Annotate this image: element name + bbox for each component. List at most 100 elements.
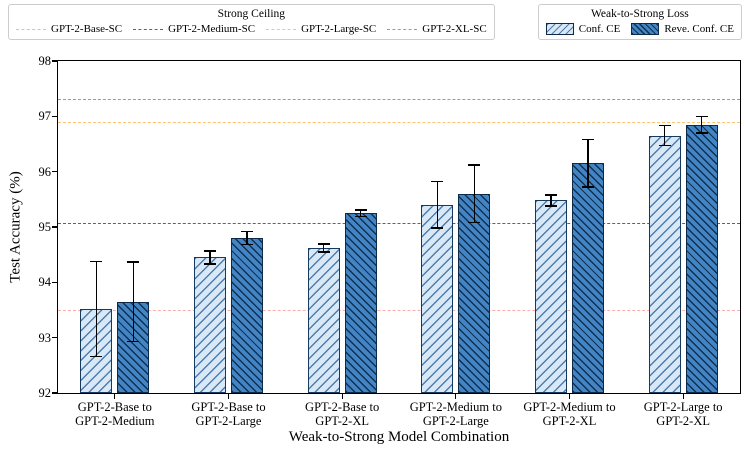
x-category-label: GPT-2-Base to GPT-2-Medium bbox=[75, 400, 154, 428]
x-category-label-line: GPT-2-XL bbox=[315, 414, 370, 428]
error-bar bbox=[246, 231, 248, 245]
error-bar-cap bbox=[431, 227, 444, 229]
y-tick-mark bbox=[52, 115, 57, 117]
error-bar bbox=[322, 244, 325, 252]
error-bar-cap bbox=[204, 250, 216, 252]
x-category-label-line: GPT-2-Medium bbox=[75, 414, 155, 428]
error-bar-cap bbox=[204, 263, 216, 265]
bar-swatch-icon bbox=[631, 23, 660, 35]
error-bar-cap bbox=[317, 251, 330, 253]
x-axis-label: Weak-to-Strong Model Combination bbox=[288, 429, 510, 445]
x-category-label-line: GPT-2-Base to bbox=[191, 400, 266, 414]
error-bar bbox=[663, 125, 666, 146]
y-tick-label: 95 bbox=[38, 220, 52, 234]
x-category-label: GPT-2-Medium to GPT-2-XL bbox=[523, 400, 615, 428]
x-category-label-line: GPT-2-Base to bbox=[77, 400, 152, 414]
legend-item-label: Conf. CE bbox=[578, 23, 621, 35]
error-bar-cap bbox=[545, 194, 557, 196]
error-bar-cap bbox=[695, 115, 708, 118]
x-tick-mark bbox=[455, 394, 457, 399]
legend-item: GPT-2-XL-SC bbox=[387, 23, 487, 35]
dashed-line-swatch-icon bbox=[133, 28, 164, 30]
error-bar-cap bbox=[127, 261, 140, 263]
plot-area bbox=[57, 60, 741, 394]
error-bar bbox=[209, 250, 211, 265]
x-category-label: GPT-2-Base to GPT-2-XL bbox=[305, 400, 379, 428]
y-tick-mark bbox=[52, 171, 57, 173]
bar-reve bbox=[117, 301, 150, 393]
error-bar-cap bbox=[90, 260, 103, 263]
error-bar-cap bbox=[545, 205, 557, 207]
error-bar bbox=[95, 261, 98, 357]
x-category-label-line: GPT-2-XL bbox=[656, 414, 711, 428]
bar-conf bbox=[307, 248, 340, 393]
bar-swatch-icon bbox=[545, 23, 574, 35]
ceiling-line bbox=[58, 98, 740, 100]
bar-conf bbox=[194, 257, 226, 393]
legend-strong-ceiling: Strong Ceiling GPT-2-Base-SC GPT-2-Medium… bbox=[8, 4, 495, 40]
x-tick-mark bbox=[341, 394, 343, 399]
error-bar-cap bbox=[658, 144, 671, 147]
y-tick-label: 93 bbox=[38, 330, 52, 345]
legend-loss-title: Weak-to-Strong Loss bbox=[590, 8, 689, 20]
error-bar-cap bbox=[431, 180, 444, 183]
y-tick-label: 98 bbox=[38, 54, 52, 68]
x-tick-mark bbox=[568, 394, 571, 399]
error-bar-cap bbox=[354, 209, 367, 211]
y-tick-label: 96 bbox=[38, 164, 52, 179]
x-category-label-line: GPT-2-Medium to bbox=[409, 400, 502, 414]
error-bar-cap bbox=[582, 138, 594, 141]
bar-conf bbox=[648, 135, 681, 393]
error-bar bbox=[359, 209, 362, 217]
y-tick-label: 97 bbox=[38, 109, 52, 124]
error-bar-cap bbox=[468, 221, 481, 224]
error-bar bbox=[132, 261, 135, 342]
error-bar-cap bbox=[658, 125, 671, 127]
y-tick-label: 94 bbox=[38, 275, 52, 290]
error-bar bbox=[473, 165, 476, 223]
error-bar-cap bbox=[241, 230, 253, 233]
legend-item: GPT-2-Base-SC bbox=[16, 23, 122, 35]
legend-item-label: Reve. Conf. CE bbox=[664, 23, 734, 35]
x-tick-mark bbox=[114, 394, 116, 399]
ceiling-line bbox=[58, 222, 740, 224]
error-bar bbox=[550, 194, 552, 206]
error-bar-cap bbox=[354, 215, 367, 218]
error-bar bbox=[587, 139, 589, 188]
x-category-label-line: GPT-2-Large to bbox=[643, 400, 723, 414]
y-tick-mark bbox=[52, 281, 57, 283]
error-bar-cap bbox=[582, 186, 594, 188]
legend-item: Conf. CE bbox=[545, 23, 621, 35]
legend-loss-items: Conf. CE Reve. Conf. CE bbox=[545, 23, 734, 35]
ceiling-line bbox=[58, 121, 740, 123]
legend-item: GPT-2-Medium-SC bbox=[133, 23, 255, 35]
dashed-line-swatch-icon bbox=[387, 28, 418, 30]
legend-strong-ceiling-items: GPT-2-Base-SC GPT-2-Medium-SC GPT-2-Large-… bbox=[16, 23, 487, 35]
y-tick-mark bbox=[52, 392, 57, 394]
x-category-label: GPT-2-Medium to GPT-2-Large bbox=[410, 400, 502, 428]
legends-row: Strong Ceiling GPT-2-Base-SC GPT-2-Medium… bbox=[8, 4, 742, 40]
legend-loss: Weak-to-Strong Loss Conf. CE Reve. Conf. … bbox=[537, 4, 742, 40]
bar-reve bbox=[344, 213, 377, 393]
bar-conf bbox=[535, 200, 567, 393]
legend-item-label: GPT-2-Large-SC bbox=[301, 23, 377, 35]
x-category-label-line: GPT-2-XL bbox=[542, 414, 597, 428]
y-tick-mark bbox=[52, 337, 57, 339]
x-category-label: GPT-2-Large to GPT-2-XL bbox=[644, 400, 723, 428]
error-bar-cap bbox=[468, 164, 481, 166]
x-tick-mark bbox=[682, 394, 684, 399]
dashed-line-swatch-icon bbox=[266, 28, 297, 30]
error-bar bbox=[436, 181, 439, 229]
legend-item-label: GPT-2-Base-SC bbox=[51, 23, 123, 35]
x-tick-mark bbox=[227, 394, 230, 399]
x-category-label-line: GPT-2-Base to bbox=[305, 400, 380, 414]
error-bar-cap bbox=[317, 243, 330, 245]
bar-reve bbox=[572, 163, 604, 393]
bar-conf bbox=[421, 204, 454, 393]
x-category-label-line: GPT-2-Medium to bbox=[523, 400, 616, 414]
y-tick-mark bbox=[52, 226, 57, 228]
legend-item-label: GPT-2-XL-SC bbox=[422, 23, 487, 35]
legend-strong-ceiling-title: Strong Ceiling bbox=[217, 8, 286, 20]
error-bar-cap bbox=[127, 340, 140, 343]
